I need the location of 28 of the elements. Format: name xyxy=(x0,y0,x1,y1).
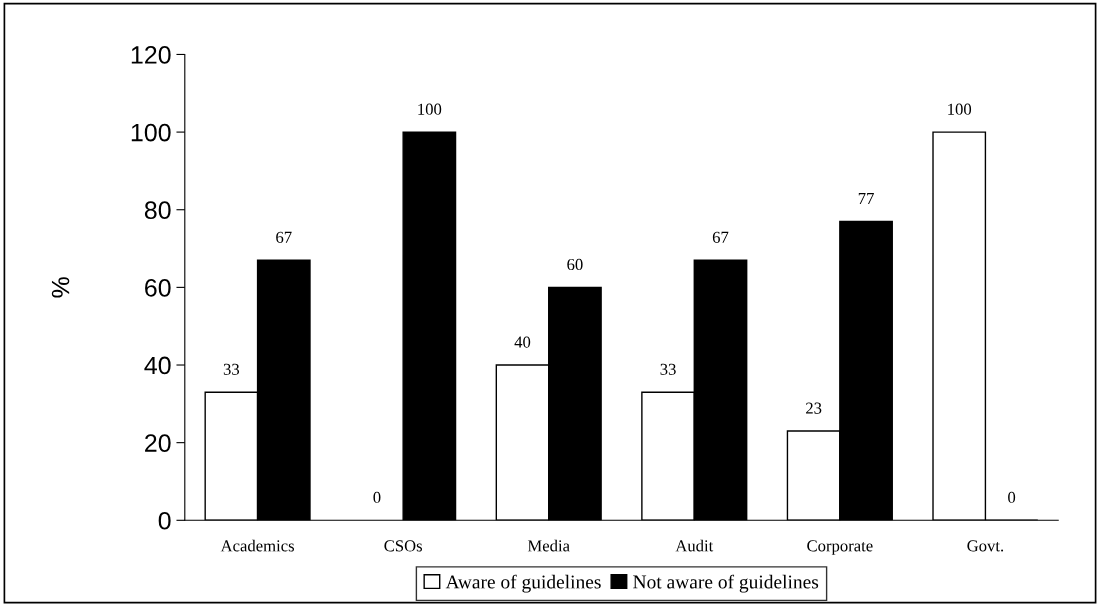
legend-label: Not aware of guidelines xyxy=(633,574,819,593)
y-tick-label: 120 xyxy=(131,46,171,64)
y-axis-title: % xyxy=(51,277,70,298)
x-tick-label: Govt. xyxy=(967,540,1004,552)
data-label: 33 xyxy=(660,363,676,375)
data-label: 0 xyxy=(1008,491,1016,504)
y-tick-label: 20 xyxy=(145,434,171,452)
y-tick-label: 0 xyxy=(158,511,171,530)
data-label: 33 xyxy=(223,363,240,375)
data-label: 67 xyxy=(712,231,729,243)
y-tick-label: 60 xyxy=(145,278,171,297)
data-label: 67 xyxy=(276,231,292,243)
x-tick-label: Corporate xyxy=(807,540,873,555)
data-label: 77 xyxy=(858,193,874,204)
data-label: 60 xyxy=(567,258,583,271)
x-tick-label: Audit xyxy=(675,539,714,552)
data-label: 0 xyxy=(373,491,381,504)
legend-label: Aware of guidelines xyxy=(445,574,601,593)
data-label: 100 xyxy=(418,103,442,115)
y-tick-label: 100 xyxy=(131,123,171,142)
data-label: 100 xyxy=(948,103,972,115)
x-tick-label: Academics xyxy=(220,539,294,552)
x-tick-label: Media xyxy=(527,539,570,552)
x-tick-label: CSOs xyxy=(384,540,422,552)
data-label: 40 xyxy=(514,336,531,348)
data-label: 23 xyxy=(806,402,822,414)
y-tick-label: 40 xyxy=(144,356,171,375)
y-tick-label: 80 xyxy=(144,201,171,220)
